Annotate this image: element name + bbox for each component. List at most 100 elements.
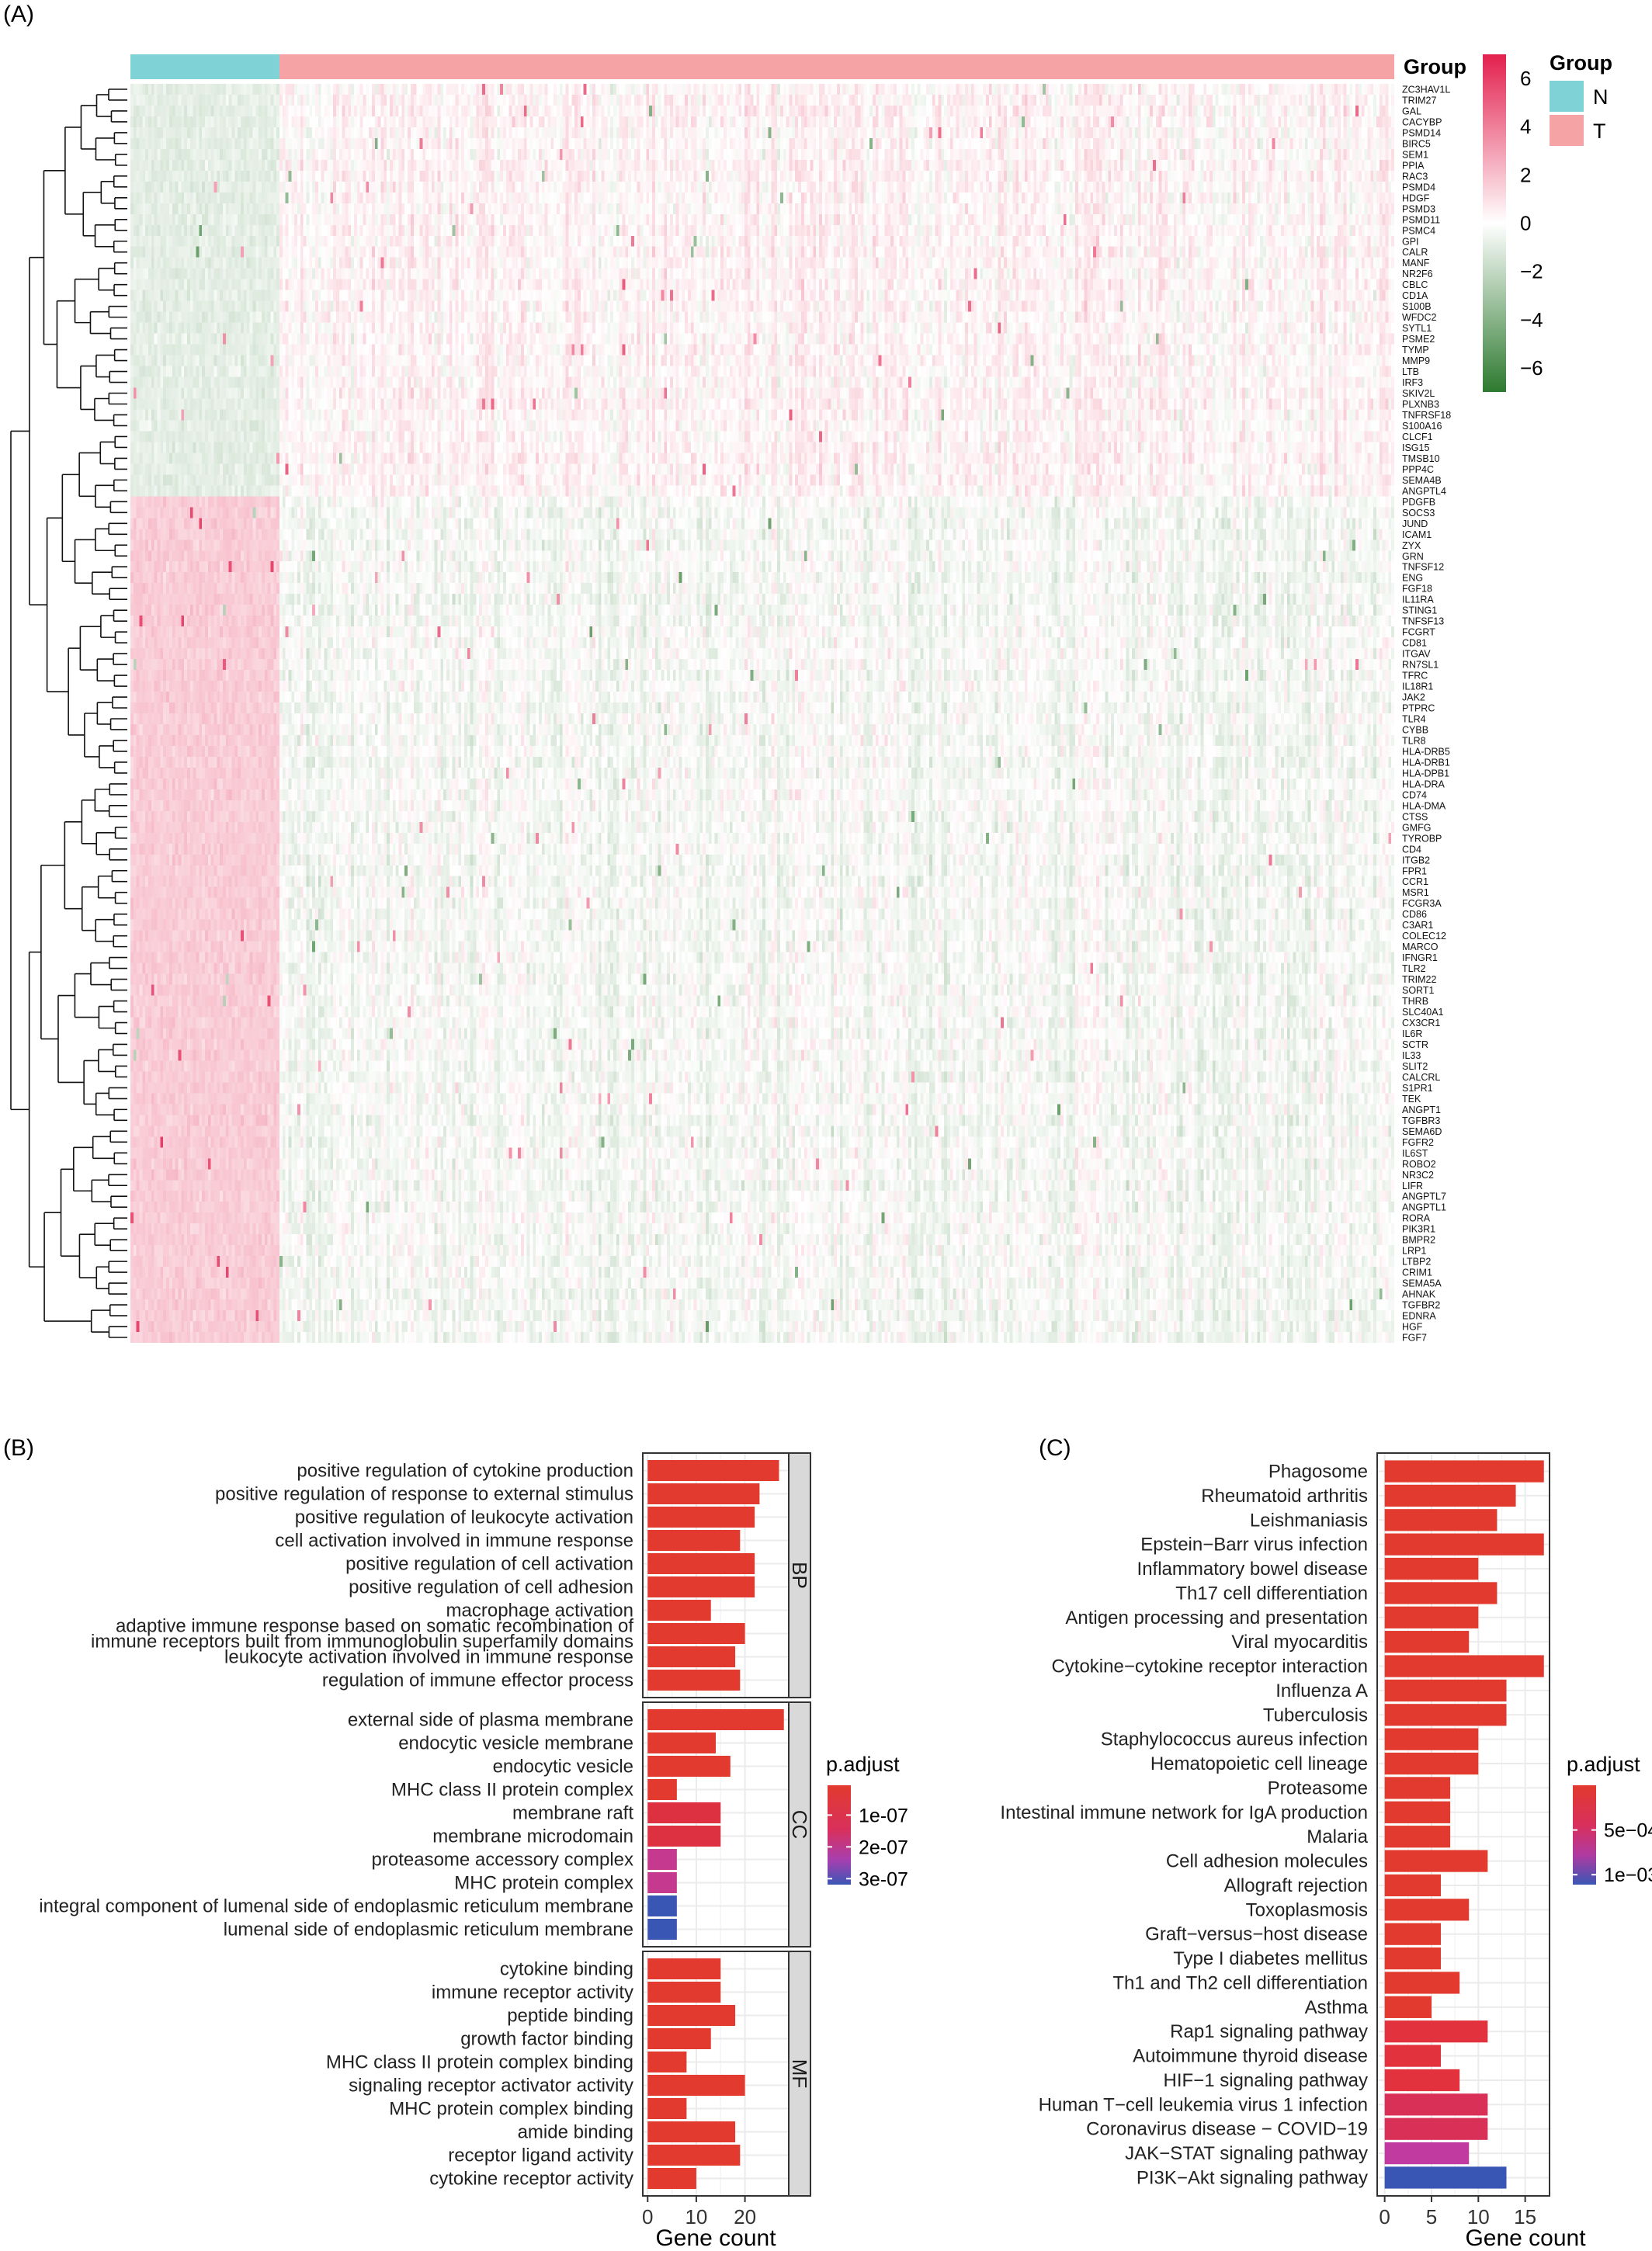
term-label: Viral myocarditis	[1231, 1632, 1368, 1653]
gene-label: JUND	[1402, 519, 1428, 529]
bar	[1384, 1460, 1544, 1483]
padjust-gradient	[1573, 1785, 1596, 1885]
kegg-enrichment-chart: Phagosome Rheumatoid arthritis Leishmanias…	[1000, 1452, 1550, 2228]
term-label: cytokine receptor activity	[429, 2169, 633, 2190]
gene-label: TLR2	[1402, 963, 1426, 974]
bar	[647, 2121, 736, 2142]
gene-label: TNFSF12	[1402, 562, 1444, 573]
colorbar-tick-label: 0	[1520, 212, 1531, 235]
padjust-tick-label: 5e−04	[1604, 1820, 1652, 1842]
gene-label: TRIM27	[1402, 95, 1437, 106]
facet-strip	[788, 1452, 811, 1698]
gene-label: RN7SL1	[1402, 660, 1439, 671]
gene-label: SYTL1	[1402, 323, 1432, 334]
panel-c-label: (C)	[1039, 1435, 1071, 1461]
gene-label: CALCRL	[1402, 1072, 1440, 1083]
gene-label: FCGRT	[1402, 627, 1435, 638]
term-label: Staphylococcus aureus infection	[1101, 1729, 1368, 1750]
gene-label: C3AR1	[1402, 920, 1433, 931]
term-label: growth factor binding	[460, 2029, 633, 2050]
gene-label: TEK	[1402, 1094, 1421, 1105]
padjust-tick-label: 2e-07	[859, 1837, 908, 1858]
gene-label: EDNRA	[1402, 1311, 1436, 1322]
x-tick-label: 0	[1379, 2205, 1390, 2228]
gene-label: ROBO2	[1402, 1159, 1436, 1170]
bar	[1384, 1728, 1479, 1750]
bar	[647, 2145, 741, 2166]
gene-label: TNFSF13	[1402, 616, 1444, 627]
term-label: PI3K−Akt signaling pathway	[1137, 2167, 1368, 2188]
expression-heatmap	[130, 84, 1394, 1343]
gene-label: MMP9	[1402, 356, 1430, 366]
gene-label: ANGPTL7	[1402, 1191, 1446, 1202]
bar	[1384, 1801, 1451, 1823]
term-label: Coronavirus disease − COVID−19	[1086, 2119, 1368, 2140]
gene-label: TMSB10	[1402, 453, 1440, 464]
bar	[1384, 1631, 1470, 1653]
gene-label: PDGFB	[1402, 497, 1435, 508]
colorbar-tick-label: 4	[1520, 115, 1531, 138]
term-label: Influenza A	[1275, 1680, 1368, 1701]
term-label: integral component of lumenal side of en…	[39, 1896, 633, 1917]
gene-label: FGF7	[1402, 1333, 1427, 1344]
gene-label: TNFRSF18	[1402, 410, 1451, 421]
gene-label: PPIA	[1402, 160, 1425, 171]
term-label: membrane microdomain	[432, 1826, 633, 1847]
group-legend-swatch	[1550, 115, 1584, 146]
bar	[647, 1826, 721, 1847]
colorbar-tick-label: −2	[1520, 260, 1543, 283]
gene-label: PSMD3	[1402, 203, 1435, 214]
bar	[1384, 1923, 1442, 1945]
bar	[1384, 1752, 1479, 1775]
gene-label: CTSS	[1402, 811, 1428, 822]
bar	[1384, 1655, 1544, 1677]
term-label: MHC class II protein complex	[391, 1780, 633, 1801]
gene-label: JAK2	[1402, 692, 1425, 703]
x-tick-label: 10	[1467, 2205, 1490, 2228]
bar	[647, 2075, 745, 2096]
gene-label: HDGF	[1402, 192, 1430, 203]
term-label: Rheumatoid arthritis	[1201, 1486, 1368, 1507]
gene-label: RORA	[1402, 1213, 1431, 1224]
term-label: JAK−STAT signaling pathway	[1125, 2143, 1368, 2164]
bar	[647, 1530, 741, 1551]
colorbar-tick-label: −6	[1520, 356, 1543, 380]
gene-label: GAL	[1402, 106, 1421, 116]
kegg-padjust-legend: 5e−04 1e−03	[1573, 1785, 1652, 1886]
gene-label: CCR1	[1402, 876, 1428, 887]
bar	[1384, 1899, 1470, 1921]
gene-label: TFRC	[1402, 671, 1428, 682]
colorbar-tick-label: 6	[1520, 67, 1531, 90]
term-label: Leishmaniasis	[1250, 1510, 1368, 1531]
term-label: macrophage activation	[446, 1601, 633, 1621]
term-label: HIF−1 signaling pathway	[1164, 2070, 1368, 2091]
bar	[1384, 2093, 1488, 2116]
term-label: positive regulation of cell adhesion	[349, 1577, 633, 1598]
term-label: amide binding	[518, 2122, 633, 2143]
bar	[1384, 2117, 1488, 2140]
bar	[1384, 1582, 1498, 1604]
gene-label: PSMC4	[1402, 225, 1435, 236]
facet-strip-label: MF	[788, 2059, 811, 2089]
term-label: Asthma	[1305, 1997, 1369, 2018]
bar	[1384, 2166, 1507, 2189]
gene-label: FPR1	[1402, 865, 1427, 876]
gene-label: FGF18	[1402, 584, 1432, 595]
gene-label: MSR1	[1402, 887, 1429, 898]
gene-label: SEMA6D	[1402, 1126, 1442, 1137]
gene-label: SKIV2L	[1402, 388, 1435, 399]
term-label: Epstein−Barr virus infection	[1140, 1535, 1368, 1556]
group-legend: NT	[1550, 81, 1609, 146]
bar	[1384, 1850, 1488, 1872]
go-padjust-legend: 1e-07 2e-07 3e-07	[828, 1785, 908, 1890]
heatmap-cells	[130, 84, 1394, 1343]
bar	[1384, 1704, 1507, 1726]
gene-label: GPI	[1402, 236, 1419, 247]
bar	[647, 2005, 736, 2026]
expression-colorbar: 6 4 2 0 −2 −4 −6	[1483, 54, 1543, 392]
gene-label: S100A16	[1402, 421, 1442, 432]
bar	[647, 1670, 741, 1691]
bar	[1384, 1996, 1432, 2018]
term-label: Inflammatory bowel disease	[1137, 1559, 1368, 1580]
bar	[1384, 1606, 1479, 1628]
